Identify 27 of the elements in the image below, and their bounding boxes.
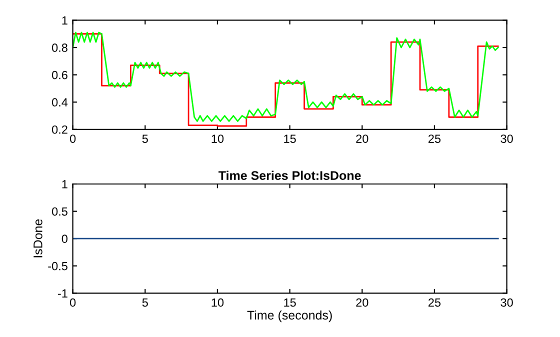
y-tick-label: -1 [58, 289, 68, 298]
x-tick-label: 5 [142, 298, 148, 307]
x-tick-label: 10 [212, 134, 224, 143]
x-tick-label: 30 [500, 134, 513, 143]
y-tick-label: 0.2 [52, 125, 68, 134]
y-tick-label: 1 [62, 180, 68, 188]
y-tick-label: 1 [62, 16, 68, 24]
x-tick-label: 25 [428, 298, 441, 307]
x-tick-label: 25 [428, 134, 441, 143]
y-tick-label: 0.5 [52, 207, 68, 216]
x-tick-label: 10 [212, 298, 224, 307]
x-tick-label: 0 [70, 298, 76, 307]
y-tick-label: 0.8 [52, 44, 68, 52]
x-tick-label: 20 [356, 298, 368, 307]
y-tick-label: 0.4 [52, 98, 68, 107]
x-tick-label: 30 [500, 298, 513, 307]
y-tick-label: -0.5 [48, 262, 68, 270]
x-tick-label: 20 [356, 134, 368, 143]
x-tick-label: 15 [284, 298, 296, 307]
x-tick-label: 15 [284, 134, 296, 143]
y-tick-label: 0.6 [52, 70, 68, 80]
x-axis-title: Time (seconds) [247, 310, 332, 322]
chart-title: Time Series Plot:IsDone [218, 170, 361, 180]
y-tick-label: 0 [62, 234, 68, 243]
y-axis-title: IsDone [34, 219, 42, 258]
x-tick-label: 5 [142, 134, 148, 143]
x-tick-label: 0 [70, 134, 76, 143]
